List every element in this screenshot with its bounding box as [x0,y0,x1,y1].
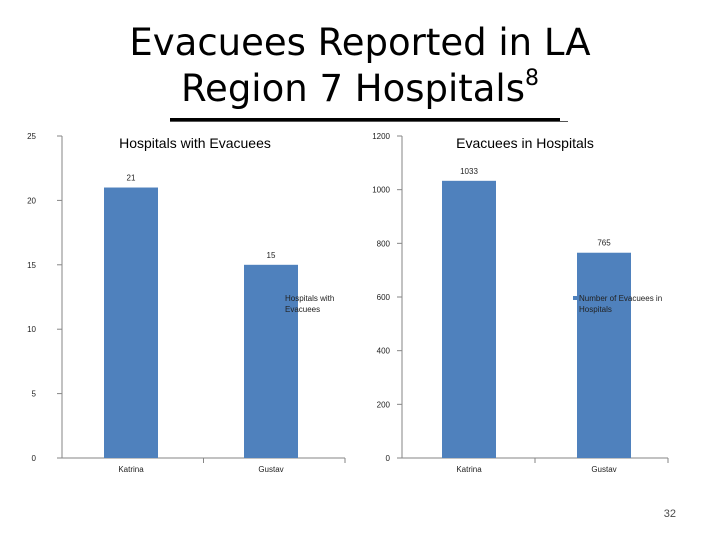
x-category-label-hospitals: Gustav [258,465,283,474]
data-label-evacuees: 1033 [460,167,478,176]
data-label-hospitals: 15 [267,251,276,260]
y-tick-label-hospitals: 10 [27,325,36,334]
slide-title-line2-wrap: Region 7 Hospitals8 [60,66,660,112]
x-category-label-hospitals: Katrina [118,465,144,474]
bar-evacuees-gustav [577,252,631,458]
y-tick-label-hospitals: 20 [27,196,36,205]
bar-hospitals-gustav [244,264,298,458]
y-tick-label-evacuees: 200 [377,400,391,409]
chart-title-hospitals: Hospitals with Evacuees [119,135,271,151]
y-tick-label-evacuees: 800 [377,239,391,248]
page-number: 32 [663,508,676,520]
legend-label-evacuees: Hospitals [579,305,612,314]
y-tick-label-evacuees: 1200 [372,132,390,141]
title-underline [170,118,568,122]
slide-title-line1: Evacuees Reported in LA [129,21,591,64]
legend-label-hospitals: Hospitals with [285,294,334,303]
slide-title-line2: Region 7 Hospitals [181,67,525,110]
y-tick-label-hospitals: 0 [32,454,37,463]
slide-title: Evacuees Reported in LA Region 7 Hospita… [60,20,660,112]
x-category-label-evacuees: Katrina [456,465,482,474]
y-tick-label-hospitals: 15 [27,261,36,270]
y-tick-label-evacuees: 400 [377,347,391,356]
data-label-evacuees: 765 [597,239,611,248]
chart-title-evacuees: Evacuees in Hospitals [456,135,594,151]
x-category-label-evacuees: Gustav [591,465,616,474]
legend-label-hospitals: Evacuees [285,305,320,314]
y-tick-label-evacuees: 600 [377,293,391,302]
legend-swatch-evacuees [573,296,577,300]
y-tick-label-evacuees: 1000 [372,186,390,195]
data-label-hospitals: 21 [127,174,136,183]
y-tick-label-evacuees: 0 [386,454,391,463]
title-footnote-ref: 8 [524,66,539,91]
bar-hospitals-katrina [104,187,158,458]
y-tick-label-hospitals: 25 [27,132,36,141]
y-tick-label-hospitals: 5 [32,390,37,399]
bar-evacuees-katrina [442,180,496,459]
legend-label-evacuees: Number of Evacuees in [579,294,662,303]
legend-swatch-hospitals [279,296,283,300]
